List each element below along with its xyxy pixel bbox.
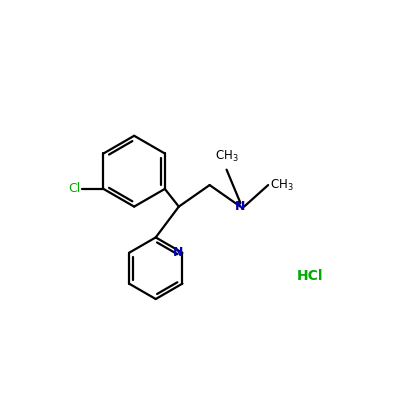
Text: N: N xyxy=(173,246,184,259)
Text: N: N xyxy=(235,200,246,213)
Text: Cl: Cl xyxy=(68,182,80,196)
Text: CH$_3$: CH$_3$ xyxy=(215,149,238,164)
Text: HCl: HCl xyxy=(296,269,323,283)
Text: CH$_3$: CH$_3$ xyxy=(270,178,293,193)
